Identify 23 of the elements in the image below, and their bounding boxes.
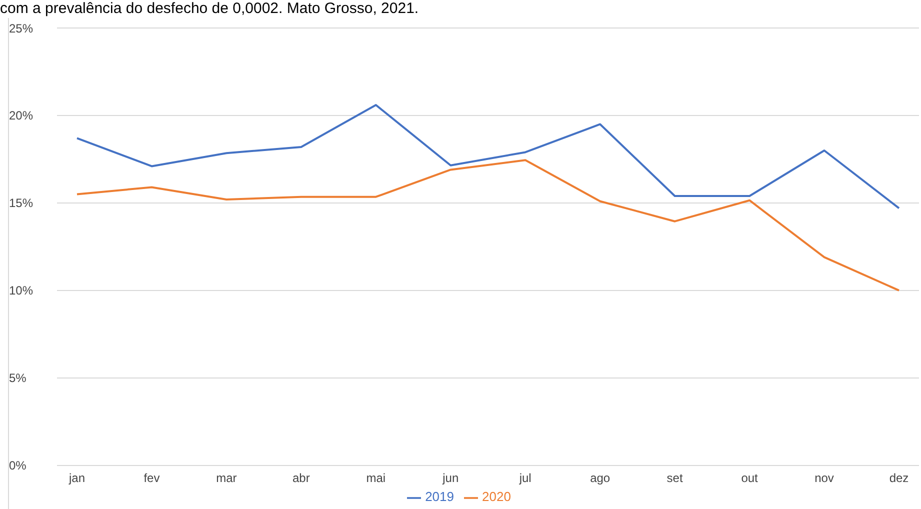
y-tick-label: 5% <box>9 371 27 386</box>
x-tick-label: ago <box>590 470 610 485</box>
x-tick-label: nov <box>814 470 834 485</box>
line-series <box>76 104 900 210</box>
x-tick-label: mar <box>216 470 237 485</box>
x-tick-label: fev <box>144 470 160 485</box>
line-series <box>76 159 900 292</box>
legend-label: 2019 <box>425 489 454 504</box>
y-tick-label: 10% <box>9 284 34 298</box>
x-tick-label: out <box>741 470 759 485</box>
y-tick-label: 25% <box>9 21 34 36</box>
y-tick-label: 15% <box>9 196 34 210</box>
x-tick-label: dez <box>889 470 909 485</box>
x-tick-label: mai <box>366 470 386 485</box>
y-tick-label: 20% <box>9 108 34 123</box>
x-tick-label: set <box>666 470 684 485</box>
legend-label: 2020 <box>482 489 511 504</box>
x-tick-label: jul <box>518 470 532 485</box>
y-tick-label: 0% <box>9 458 27 473</box>
chart-title: com a prevalência do desfecho de 0,0002. Mato Grosso, 2021. <box>0 0 420 17</box>
x-tick-label: abr <box>292 470 310 485</box>
x-tick-label: jun <box>442 470 459 485</box>
x-tick-label: jan <box>68 470 86 485</box>
